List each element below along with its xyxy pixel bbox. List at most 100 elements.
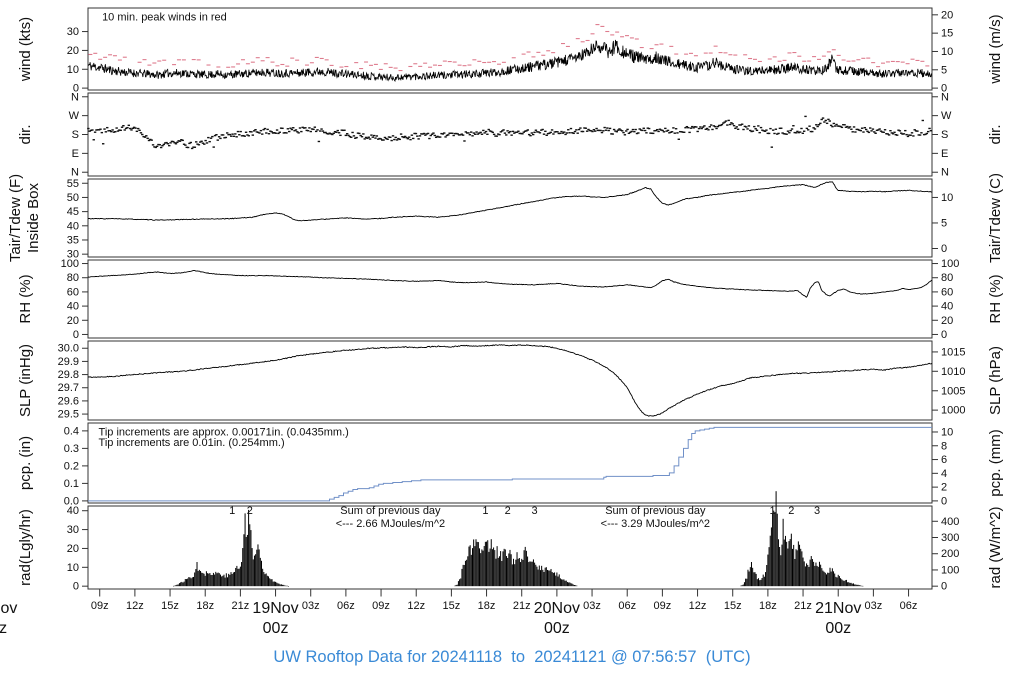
rad-bar	[178, 583, 180, 587]
rad-bar	[497, 557, 499, 587]
rad-bar	[831, 568, 833, 587]
rad-bar	[563, 579, 565, 587]
rad-bar	[573, 585, 575, 587]
right-tick-label: 0	[941, 329, 947, 341]
rad-bar	[503, 548, 505, 587]
rad-bar	[483, 546, 485, 587]
dir-point	[824, 119, 827, 122]
rad-bar	[243, 534, 245, 587]
x-hour-label: 09z	[91, 600, 109, 612]
rad-bar	[174, 585, 176, 587]
dir-point	[558, 132, 562, 135]
dir-point	[754, 128, 757, 130]
dir-point	[89, 129, 93, 132]
rad-bar	[824, 572, 826, 587]
rad-bar	[515, 559, 517, 587]
dir-point	[141, 133, 144, 136]
rad-bar	[774, 512, 776, 587]
dir-point	[420, 133, 423, 135]
rad-bar	[859, 585, 861, 587]
left-tick-label: 100	[61, 258, 79, 270]
dir-point	[776, 133, 779, 135]
dir-point	[620, 130, 624, 132]
dir-point	[371, 136, 374, 138]
rad-bar	[250, 530, 252, 587]
rad-bar	[468, 546, 470, 587]
dir-point	[828, 120, 831, 122]
rad-bar	[201, 572, 203, 587]
dir-point	[463, 140, 466, 142]
dir-point	[340, 129, 343, 131]
rad-bar	[801, 551, 803, 587]
dir-point	[426, 132, 430, 135]
dir-point	[244, 131, 248, 133]
rad-bar	[277, 583, 279, 587]
rad-bar	[754, 572, 756, 587]
dir-point	[382, 139, 385, 141]
dir-point	[782, 133, 786, 135]
rad-bar	[828, 572, 830, 587]
rad-bar	[543, 571, 545, 587]
dir-point	[825, 122, 829, 125]
dir-point	[499, 131, 503, 133]
dir-point	[886, 133, 889, 135]
dir-point	[709, 124, 713, 126]
dir-point	[250, 131, 253, 133]
dir-point	[610, 133, 613, 135]
dir-point	[749, 129, 752, 132]
dir-point	[184, 144, 187, 146]
dir-point	[831, 125, 834, 128]
rad-bar	[246, 534, 248, 587]
dir-point	[850, 128, 853, 130]
dir-point	[658, 128, 662, 130]
dir-point	[767, 132, 771, 135]
right-tick-label: 4	[941, 468, 947, 480]
rad-bar	[762, 574, 764, 587]
dir-point	[317, 140, 321, 143]
dir-point	[906, 135, 910, 138]
dir-point	[722, 122, 725, 124]
rad-bar	[797, 541, 799, 587]
dir-point	[491, 131, 494, 134]
dir-point	[162, 143, 166, 146]
dir-point	[269, 130, 272, 132]
dir-point	[451, 132, 454, 134]
dir-point	[816, 125, 819, 128]
dir-point	[920, 132, 923, 134]
dir-point	[414, 132, 418, 135]
dir-point	[224, 136, 228, 139]
panel-border-temp	[87, 178, 933, 258]
rad-bar	[505, 556, 507, 587]
dir-point	[809, 130, 813, 133]
dir-point	[770, 146, 774, 148]
dir-point	[107, 130, 110, 132]
dir-point	[93, 131, 97, 133]
dir-point	[177, 140, 180, 142]
dir-point	[641, 129, 644, 132]
dir-point	[875, 129, 879, 132]
rad-bar	[507, 557, 509, 587]
dir-point	[848, 126, 852, 128]
dir-point	[541, 128, 544, 131]
rad-bar	[781, 544, 783, 587]
rad-bar	[182, 582, 184, 587]
dir-point	[727, 119, 730, 122]
rad-bar	[862, 585, 864, 587]
x-hour-label: 12z	[126, 600, 144, 612]
right-tick-label: 20	[941, 315, 953, 327]
dir-point	[443, 132, 446, 134]
rad-bar	[197, 570, 199, 587]
dir-point	[394, 136, 397, 139]
dir-point	[704, 128, 707, 130]
rad-bar	[491, 549, 493, 587]
dir-point	[788, 132, 791, 134]
dir-point	[811, 130, 814, 133]
dir-point	[611, 133, 614, 135]
dir-point	[881, 131, 884, 133]
dir-point	[521, 133, 524, 135]
rad-bar	[489, 548, 491, 587]
dir-point	[300, 130, 303, 133]
dir-point	[550, 129, 554, 131]
dir-point	[771, 129, 775, 131]
rad-bar	[282, 584, 284, 587]
